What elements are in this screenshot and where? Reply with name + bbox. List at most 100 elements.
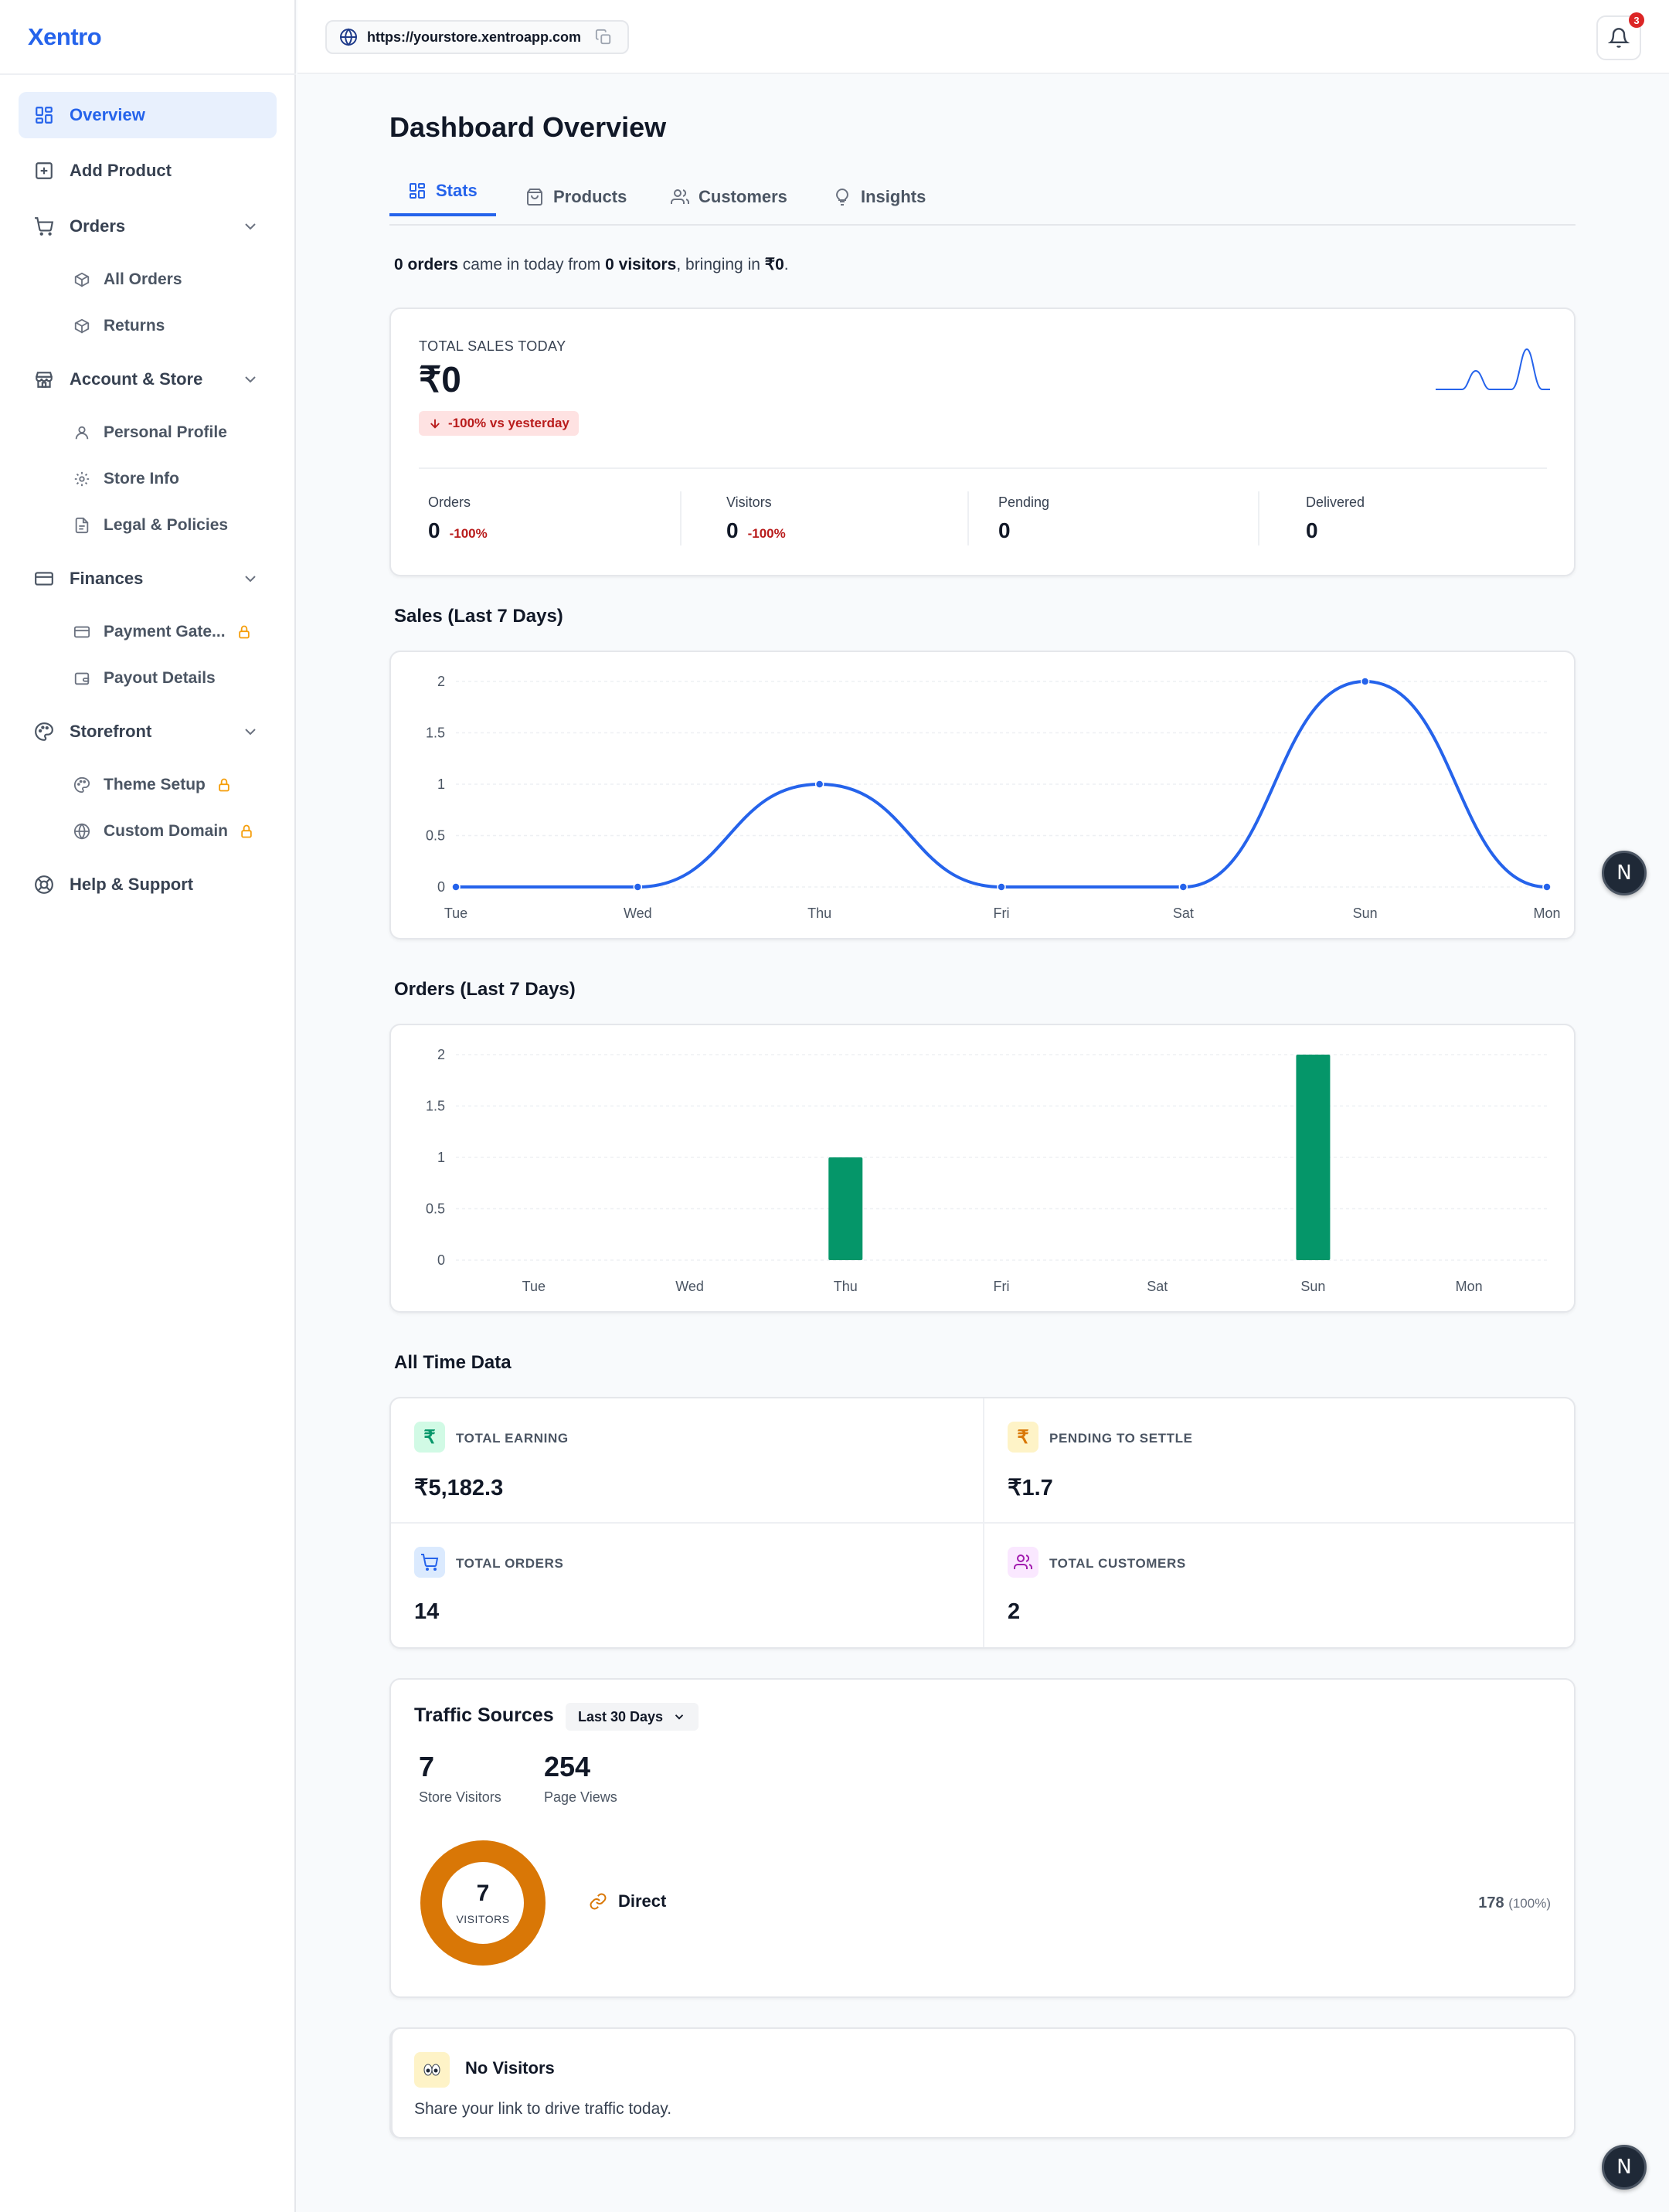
y-tick-label: 1 <box>437 1150 445 1165</box>
all-time-title: All Time Data <box>394 1352 512 1373</box>
sidebar-item-finances[interactable]: Finances <box>19 556 277 602</box>
lock-icon <box>241 824 252 838</box>
tab-products[interactable]: Products <box>525 168 627 226</box>
data-point[interactable] <box>451 882 461 892</box>
page-title: Dashboard Overview <box>389 111 667 143</box>
sidebar-item-add-product[interactable]: Add Product <box>19 148 277 194</box>
x-tick-label: Fri <box>994 1279 1010 1294</box>
floating-action-button[interactable]: N <box>1602 851 1647 895</box>
gear-icon <box>73 470 91 488</box>
users-icon <box>671 189 689 204</box>
y-tick-label: 0.5 <box>426 828 445 844</box>
y-tick-label: 1 <box>437 776 445 792</box>
chart-axes: 0 0.5 1 1.5 2 <box>426 1047 1547 1268</box>
tab-label: Insights <box>861 187 926 206</box>
chevron-down-icon[interactable] <box>241 569 260 588</box>
tab-stats[interactable]: Stats <box>389 168 496 216</box>
x-tick-label: Mon <box>1456 1279 1483 1294</box>
sidebar-item-account-store[interactable]: Account & Store <box>19 356 277 403</box>
range-dropdown[interactable]: Last 30 Days <box>566 1703 699 1731</box>
sales-chart-title: Sales (Last 7 Days) <box>394 606 563 627</box>
sidebar-item-returns[interactable]: Returns <box>73 307 165 345</box>
stat-value: 0 -100% <box>428 518 488 543</box>
x-tick-label: Thu <box>834 1279 858 1294</box>
sidebar-item-theme-setup[interactable]: Theme Setup <box>73 766 232 804</box>
plus-square-icon <box>32 159 56 182</box>
summary-text: , bringing in <box>676 256 765 274</box>
source-count: 178 (100%) <box>1478 1894 1551 1912</box>
orders-bar-chart: 0 0.5 1 1.5 2 Tue Wed Thu Fri Sat Sun Mon <box>426 1047 1547 1294</box>
sidebar-item-custom-domain[interactable]: Custom Domain <box>73 812 254 851</box>
store-url-pill[interactable]: https://yourstore.xentroapp.com <box>325 20 630 54</box>
sidebar-item-personal-profile[interactable]: Personal Profile <box>73 413 227 452</box>
sidebar-item-orders[interactable]: Orders <box>19 203 277 250</box>
sidebar-item-store-info[interactable]: Store Info <box>73 460 179 498</box>
bell-icon <box>1608 28 1630 48</box>
y-tick-label: 1.5 <box>426 1099 445 1114</box>
tab-label: Products <box>553 187 627 206</box>
summary-revenue: ₹0 <box>764 256 784 274</box>
stat-label: Orders <box>428 494 471 510</box>
chevron-down-icon[interactable] <box>241 722 260 741</box>
tab-customers[interactable]: Customers <box>671 168 787 226</box>
card-divider <box>419 467 1547 469</box>
credit-card-icon <box>73 623 91 641</box>
link-icon <box>590 1893 607 1910</box>
no-visitors-alert: No Visitors Share your link to drive tra… <box>389 2027 1576 2139</box>
palette-icon <box>73 776 91 794</box>
sales-series-line <box>455 679 1548 889</box>
today-sales-card: TOTAL SALES TODAY ₹0 -100% vs yesterday … <box>389 308 1576 576</box>
shopping-bag-icon <box>527 189 542 206</box>
kpi-label: TOTAL SALES TODAY <box>419 338 566 354</box>
document-icon <box>73 516 91 535</box>
arrow-down-icon <box>430 419 440 429</box>
data-point[interactable] <box>814 780 824 789</box>
today-summary: 0 orders came in today from 0 visitors, … <box>394 255 789 274</box>
sidebar-item-label: Help & Support <box>70 875 194 894</box>
tab-insights[interactable]: Insights <box>833 168 926 226</box>
data-point[interactable] <box>1542 882 1552 892</box>
stat-number: 0 <box>998 518 1011 542</box>
sidebar-item-overview[interactable]: Overview <box>19 92 277 138</box>
stat-number: 0 <box>1306 518 1318 542</box>
floating-action-button[interactable]: N <box>1602 2145 1647 2190</box>
sidebar-item-label: Orders <box>70 216 126 236</box>
metric-value: 2 <box>1008 1599 1021 1624</box>
sales-chart-card: 0 0.5 1 1.5 2 Tue Wed Thu Fri Sat Sun Mon <box>389 651 1576 940</box>
y-tick-label: 2 <box>437 674 445 689</box>
sidebar-item-label: Payout Details <box>104 669 216 687</box>
sidebar-item-payment-gateway[interactable]: Payment Gate... <box>73 613 252 651</box>
sidebar-item-label: Add Product <box>70 161 172 180</box>
notifications-button[interactable]: 3 <box>1596 12 1644 60</box>
chevron-down-icon[interactable] <box>241 217 260 236</box>
traffic-title: Traffic Sources <box>414 1704 554 1726</box>
sidebar-item-legal-policies[interactable]: Legal & Policies <box>73 506 228 545</box>
data-point[interactable] <box>1360 677 1370 686</box>
app-logo[interactable]: Xentro <box>28 23 102 50</box>
sidebar-item-label: Custom Domain <box>104 822 229 840</box>
orders-chart-title: Orders (Last 7 Days) <box>394 979 576 1000</box>
sidebar-item-storefront[interactable]: Storefront <box>19 708 277 755</box>
store-url[interactable]: https://yourstore.xentroapp.com <box>367 29 582 45</box>
tab-label: Customers <box>699 187 787 206</box>
source-percent: (100%) <box>1508 1896 1551 1911</box>
grid-icon <box>32 104 56 127</box>
globe-icon <box>73 822 91 841</box>
sidebar-item-payout-details[interactable]: Payout Details <box>73 659 216 698</box>
sidebar-item-help-support[interactable]: Help & Support <box>19 861 277 908</box>
sidebar-item-all-orders[interactable]: All Orders <box>73 260 182 299</box>
bar[interactable] <box>828 1157 863 1260</box>
grid-icon <box>410 183 425 199</box>
y-tick-label: 1.5 <box>426 725 445 741</box>
bar[interactable] <box>1296 1055 1331 1260</box>
data-point[interactable] <box>1178 882 1188 892</box>
data-point[interactable] <box>997 882 1006 892</box>
copy-icon[interactable] <box>595 29 612 46</box>
stat-change: -100% <box>449 526 488 541</box>
summary-text: . <box>784 256 789 274</box>
data-point[interactable] <box>633 882 643 892</box>
rupee-icon: ₹ <box>1008 1422 1038 1453</box>
chevron-down-icon[interactable] <box>241 370 260 389</box>
stat-visitors: Visitors 0 -100% <box>726 494 786 556</box>
notification-badge: 3 <box>1629 12 1644 28</box>
